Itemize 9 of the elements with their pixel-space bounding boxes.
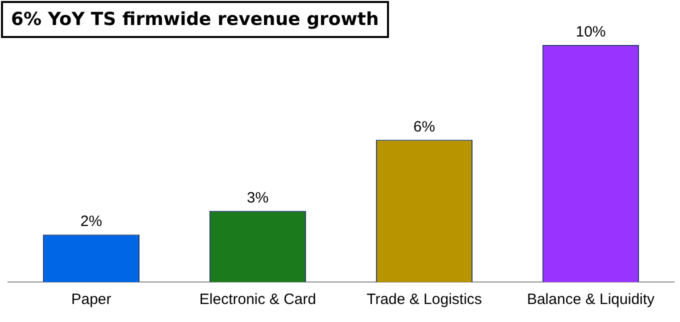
chart-title: 6% YoY TS firmwide revenue growth	[1, 1, 389, 38]
x-tick-label: Balance & Liquidity	[526, 291, 656, 308]
data-label: 10%	[576, 24, 606, 41]
x-tick-label: Trade & Logistics	[366, 291, 482, 308]
x-tick-label: Paper	[71, 291, 112, 308]
data-label: 2%	[80, 213, 102, 230]
data-label: 6%	[413, 118, 436, 136]
x-tick-label: Electronic & Card	[199, 291, 316, 308]
data-label: 3%	[246, 190, 269, 207]
